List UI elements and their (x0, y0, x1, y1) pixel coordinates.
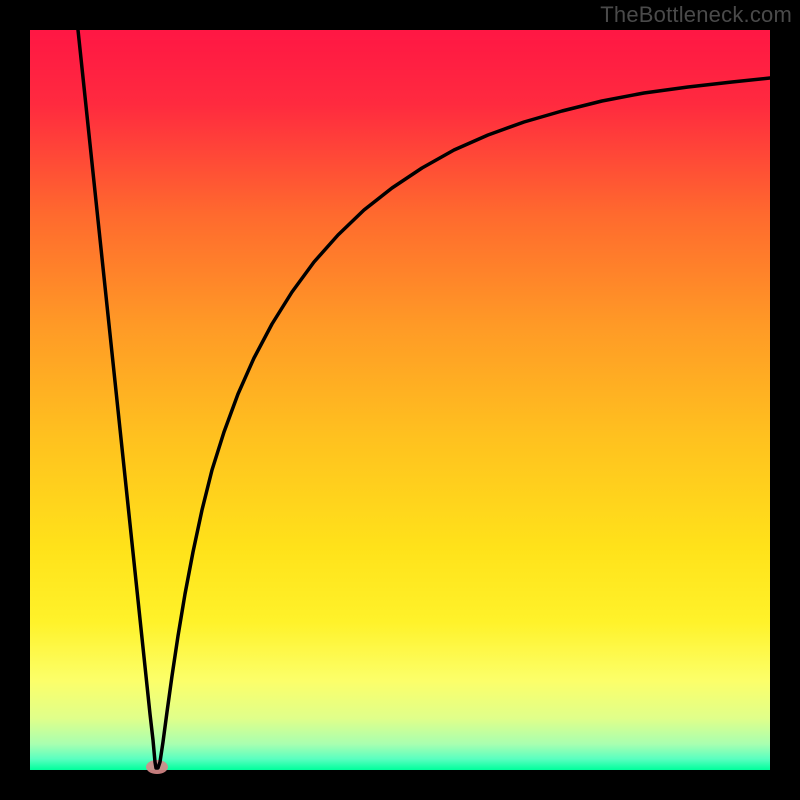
chart-svg (0, 0, 800, 800)
plot-area (30, 30, 770, 770)
bottleneck-chart: TheBottleneck.com (0, 0, 800, 800)
watermark-text: TheBottleneck.com (600, 2, 792, 28)
